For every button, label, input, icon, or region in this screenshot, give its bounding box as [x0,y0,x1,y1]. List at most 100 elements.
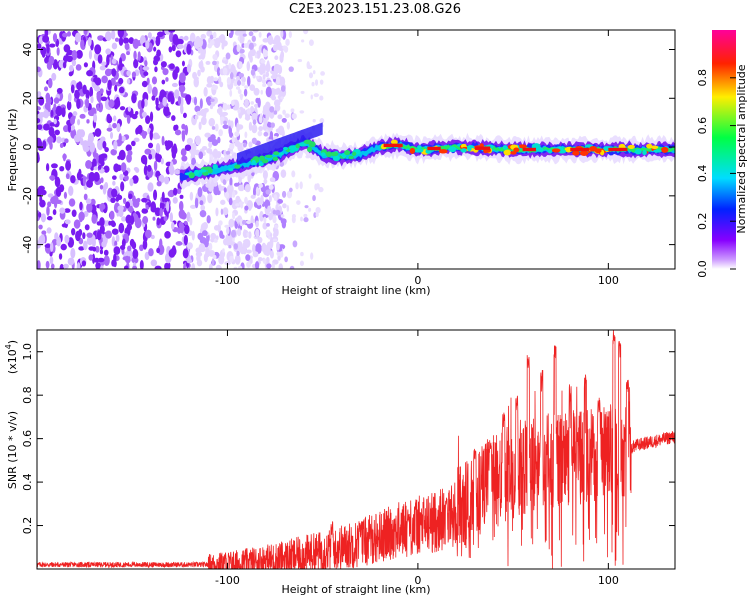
spectrogram-noise-cell [159,238,163,250]
spectrogram-noise-cell [212,254,217,260]
spectrogram-noise-cell [37,43,42,49]
spectrogram-noise-cell [250,68,256,76]
spectrogram-noise-cell [91,214,98,224]
spectrogram-noise-cell [71,50,78,61]
spectrogram-noise-cell [179,194,184,199]
spectrogram-noise-cell [213,77,219,82]
spectrogram-noise-cell [50,163,58,169]
spectrogram-noise-cell [128,37,134,45]
spectrogram-noise-cell [81,260,87,267]
spectrogram-noise-cell [86,232,93,238]
spectrogram-signal-blob [273,151,280,156]
spectrogram-noise-cell [83,62,88,68]
spectrogram-noise-cell [60,243,67,251]
spectrogram-noise-cell [183,234,188,246]
spectrogram-noise-cell [230,99,235,107]
spectrogram-noise-cell [221,42,225,50]
spectrogram-noise-cell [224,224,230,228]
spectrogram-noise-cell [101,61,107,66]
spectrogram-noise-cell [45,163,50,172]
spectrogram-noise-cell [252,30,259,33]
spectrogram-noise-cell [88,171,96,182]
spectrogram-noise-cell [118,208,124,218]
spectrogram-noise-cell [129,178,134,187]
spectrogram-noise-cell [92,158,97,167]
spectrogram-noise-cell [105,230,113,239]
spectrogram-noise-cell [229,131,234,138]
spectrogram-signal-blob [572,150,580,156]
spectrogram-noise-cell [280,30,284,38]
spectrogram-noise-cell [144,251,150,261]
spectrogram-noise-cell [172,143,177,154]
colorbar-tick-label: 0.0 [696,260,709,278]
spectrogram-noise-cell [82,240,88,251]
spectrogram-noise-cell [143,165,148,176]
spectrogram-noise-cell [257,130,263,137]
spectrogram-noise-cell [244,115,251,121]
spectrogram-noise-cell [246,261,251,268]
spectrogram-noise-cell [68,71,73,77]
spectrogram-noise-cell [279,53,284,63]
spectrogram-ytick-label: 20 [21,91,34,105]
spectrogram-noise-cell [78,229,83,237]
spectrogram-noise-cell [133,50,137,61]
spectrogram-noise-cell [106,115,113,124]
spectrogram-noise-cell [179,72,186,84]
spectrogram-noise-cell [75,64,82,71]
spectrogram-noise-cell [144,60,148,67]
spectrogram-noise-cell [49,256,54,265]
spectrogram-noise-cell [141,80,148,88]
spectrogram-noise-cell [88,254,94,261]
spectrogram-noise-cell [161,79,166,85]
spectrogram-noise-cell [286,204,290,212]
spectrogram-noise-cell [276,241,280,251]
spectrogram-signal-blob [283,146,289,151]
spectrogram-noise-cell [148,153,153,160]
spectrogram-noise-cell [151,95,156,101]
spectrogram-noise-cell [125,201,131,209]
spectrogram-noise-cell [147,182,154,192]
spectrogram-noise-cell [93,166,99,171]
spectrogram-signal-blob [228,168,234,172]
snr-ticks: -100 0 100 0.2 0.4 0.6 0.8 1.0 [21,330,675,587]
spectrogram-noise-cell [105,48,112,55]
spectrogram-noise-cell [222,207,229,216]
spectrogram-noise-cell [132,175,139,184]
spectrogram-noise-cell [162,68,169,76]
spectrogram-noise-cell [89,141,96,153]
spectrogram-noise-cell [269,250,274,259]
spectrogram-noise-cell [54,129,60,136]
spectrogram-noise-cell [241,76,246,83]
spectrogram-noise-cell [67,92,72,103]
spectrogram-noise-cell [300,216,303,222]
spectrogram-noise-cell [246,220,252,225]
spectrogram-signal-blob [547,149,553,154]
spectrogram-noise-cell [172,197,178,204]
spectrogram-noise-cell [258,31,262,38]
spectrogram-noise-cell [66,100,72,111]
spectrogram-signal-blob [513,147,520,153]
spectrogram-noise-cell [104,98,110,110]
spectrogram-noise-cell [82,84,87,95]
spectrogram-noise-cell [262,48,266,56]
spectrogram-signal-blob [390,139,398,145]
spectrogram-panel: -100 0 100 -40 -20 0 20 40 Height of straight l… [6,29,676,297]
spectrogram-noise-cell [99,217,105,227]
spectrogram-noise-cell [259,113,263,119]
spectrogram-noise-cell [265,62,271,73]
spectrogram-noise-cell [212,148,219,160]
spectrogram-noise-cell [134,110,139,115]
snr-ytick-label: 0.2 [21,517,34,535]
spectrogram-noise-cell [64,219,71,225]
spectrogram-noise-cell [220,117,223,126]
spectrogram-noise-cell [235,86,241,90]
spectrogram-noise-cell [214,37,221,49]
spectrogram-noise-cell [180,104,184,115]
spectrogram-noise-cell [310,252,314,260]
spectrogram-noise-cell [275,204,279,211]
spectrogram-noise-cell [37,152,40,163]
snr-xtick-label: 100 [598,574,619,587]
spectrogram-noise-cell [310,94,313,100]
spectrogram-noise-cell [147,32,152,39]
